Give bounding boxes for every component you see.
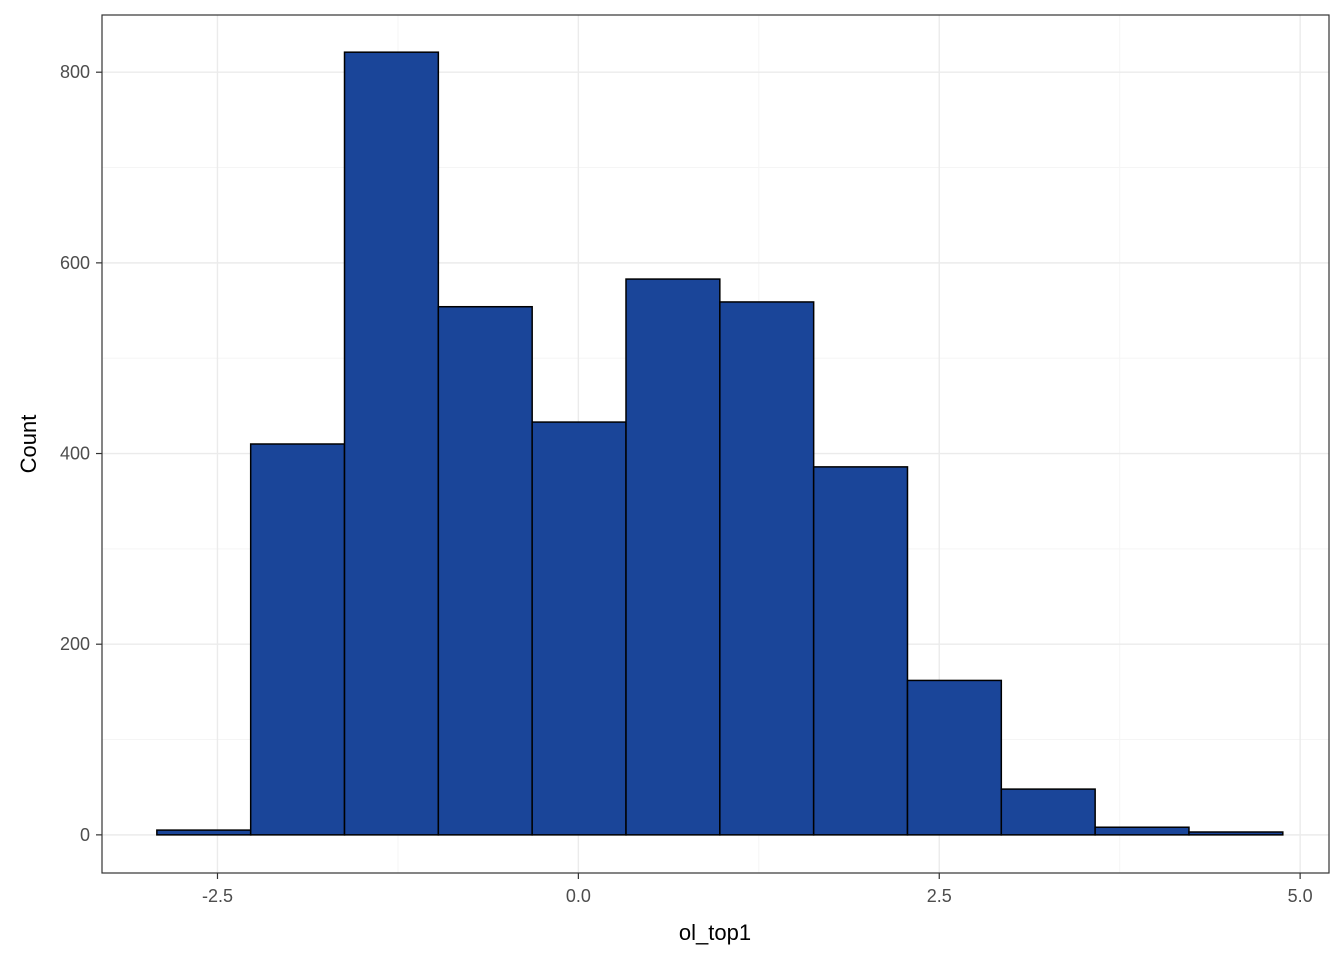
histogram-bar [1094, 826, 1190, 836]
x-tick-label: 2.5 [927, 886, 952, 906]
histogram-bars [156, 51, 1284, 836]
histogram-bar [1188, 831, 1284, 836]
y-tick-label: 200 [60, 634, 90, 654]
histogram-bar [906, 679, 1003, 836]
panel-border [101, 14, 1330, 874]
histogram-bar [531, 421, 627, 836]
y-tick-label: 400 [60, 444, 90, 464]
histogram-bar [625, 278, 721, 836]
histogram-bar [249, 443, 346, 836]
x-axis-title: ol_top1 [679, 920, 751, 945]
y-axis-ticks: 0 200 400 600 800 [60, 62, 102, 845]
x-axis-ticks: -2.5 0.0 2.5 5.0 [202, 873, 1313, 906]
x-tick-label: 5.0 [1288, 886, 1313, 906]
histogram-bar [343, 51, 440, 836]
y-tick-label: 800 [60, 62, 90, 82]
histogram-bar [719, 301, 815, 836]
x-tick-label: -2.5 [202, 886, 233, 906]
y-tick-label: 600 [60, 253, 90, 273]
histogram-bar [1000, 788, 1096, 836]
x-tick-label: 0.0 [566, 886, 591, 906]
y-tick-label: 0 [80, 825, 90, 845]
histogram-bar [812, 466, 909, 836]
y-axis-title: Count [16, 415, 41, 474]
histogram-bar [156, 829, 252, 836]
histogram-bar [437, 305, 533, 836]
